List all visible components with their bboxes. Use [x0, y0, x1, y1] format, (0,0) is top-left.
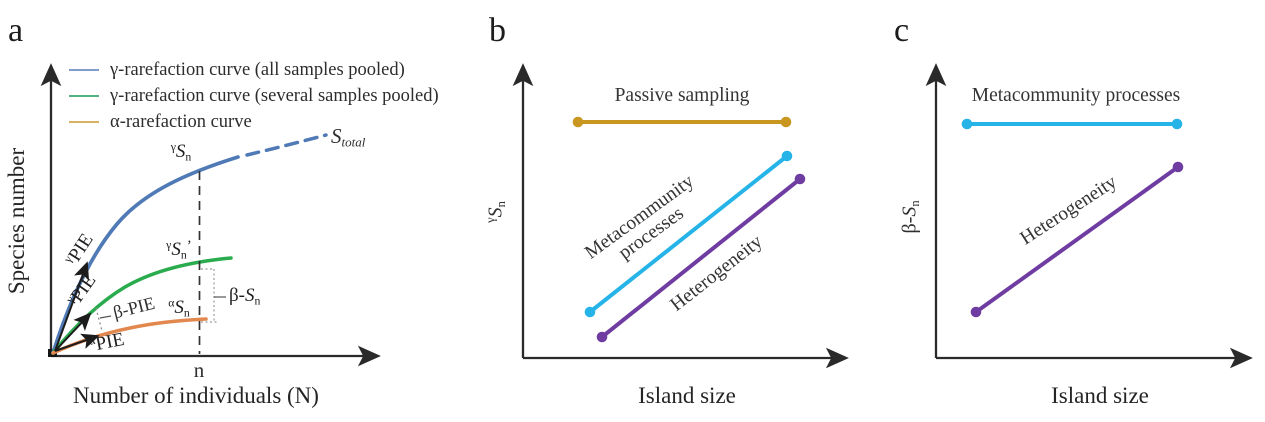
legend-label: α-rarefaction curve: [110, 111, 252, 132]
beta-pie-bracket: [95, 307, 103, 332]
s-total-label: Stotal: [331, 123, 366, 150]
alpha-pie-slope-arrow: [54, 333, 100, 352]
legend-item-gamma-several: γ-rarefaction curve (several samples poo…: [69, 83, 439, 109]
legend-label: γ-rarefaction curve (all samples pooled): [110, 59, 405, 80]
legend-item-gamma-all: γ-rarefaction curve (all samples pooled): [69, 57, 439, 83]
heterogeneity-line-b: [600, 177, 802, 339]
beta-sn-bracket: [201, 268, 217, 323]
c-y-axis-label: β-Sn: [898, 200, 922, 234]
a-x-tick-n: n: [193, 357, 205, 382]
metacommunity-endpoint-dot: [1171, 118, 1183, 130]
alpha-rarefaction-curve: [51, 317, 208, 355]
metacommunity-processes-label-c: Metacommunity processes: [971, 84, 1181, 106]
heterogeneity-endpoint-dot: [1172, 161, 1184, 173]
heterogeneity-line-c: [974, 165, 1180, 314]
metacommunity-endpoint-dot: [961, 118, 973, 130]
heterogeneity-endpoint-dot: [794, 173, 806, 185]
metacommunity-endpoint-dot: [584, 306, 596, 318]
panel-c-tag: c: [894, 12, 910, 49]
a-y-axis-label: Species number: [3, 147, 29, 295]
gamma-rarefaction-curve-all: [51, 155, 240, 355]
beta-pie-connector: [99, 315, 112, 319]
a-legend: γ-rarefaction curve (all samples pooled)…: [69, 57, 439, 135]
alpha-sn-label: αSn: [168, 296, 190, 320]
passive-sampling-endpoint-dot: [780, 116, 792, 128]
b-x-axis-label: Island size: [638, 382, 736, 408]
legend-swatch-green: [69, 94, 99, 98]
gamma-sn-label: γSn: [170, 140, 192, 164]
panel-b-tag: b: [489, 12, 506, 49]
panel-a-tag: a: [8, 12, 24, 49]
gamma-pie-slope-arrow: [54, 261, 90, 352]
metacommunity-processes-line-b: [588, 154, 789, 314]
a-x-axis-label: Number of individuals (N): [73, 382, 319, 408]
c-x-axis-label: Island size: [1051, 382, 1149, 408]
gamma-pie-prime-slope-arrow: [54, 312, 92, 352]
legend-swatch-blue: [69, 68, 99, 72]
metacommunity-endpoint-dot: [781, 150, 793, 162]
heterogeneity-endpoint-dot: [970, 306, 982, 318]
beta-sn-label: β-Sn: [229, 285, 261, 308]
gamma-rarefaction-curve-all-extrapolated: [245, 133, 328, 157]
b-y-axis-label: γSn: [483, 201, 508, 223]
passive-sampling-label: Passive sampling: [614, 84, 750, 106]
passive-sampling-endpoint-dot: [572, 116, 584, 128]
legend-swatch-orange: [69, 120, 99, 124]
legend-label: γ-rarefaction curve (several samples poo…: [110, 85, 439, 106]
legend-item-alpha: α-rarefaction curve: [69, 109, 439, 135]
gamma-rarefaction-curve-several: [51, 256, 233, 355]
heterogeneity-endpoint-dot: [596, 331, 608, 343]
gamma-sn-prime-label: γSn’: [166, 236, 192, 262]
